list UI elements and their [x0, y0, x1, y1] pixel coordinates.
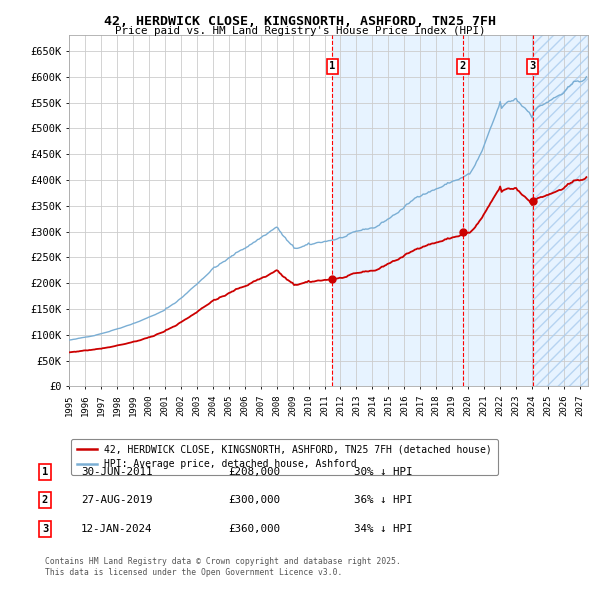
- Text: £360,000: £360,000: [228, 524, 280, 533]
- Text: 34% ↓ HPI: 34% ↓ HPI: [354, 524, 413, 533]
- Text: 42, HERDWICK CLOSE, KINGSNORTH, ASHFORD, TN25 7FH: 42, HERDWICK CLOSE, KINGSNORTH, ASHFORD,…: [104, 15, 496, 28]
- Text: 1: 1: [42, 467, 48, 477]
- Text: 1: 1: [329, 61, 335, 71]
- Text: 3: 3: [42, 524, 48, 533]
- Text: 27-AUG-2019: 27-AUG-2019: [81, 496, 152, 505]
- Text: Contains HM Land Registry data © Crown copyright and database right 2025.: Contains HM Land Registry data © Crown c…: [45, 558, 401, 566]
- Bar: [533, 35, 588, 386]
- Text: £300,000: £300,000: [228, 496, 280, 505]
- Text: 3: 3: [530, 61, 536, 71]
- Text: 2: 2: [42, 496, 48, 505]
- Text: 30-JUN-2011: 30-JUN-2011: [81, 467, 152, 477]
- Text: 12-JAN-2024: 12-JAN-2024: [81, 524, 152, 533]
- Text: 2: 2: [460, 61, 466, 71]
- Bar: [332, 35, 588, 386]
- Text: 30% ↓ HPI: 30% ↓ HPI: [354, 467, 413, 477]
- Text: This data is licensed under the Open Government Licence v3.0.: This data is licensed under the Open Gov…: [45, 568, 343, 577]
- Legend: 42, HERDWICK CLOSE, KINGSNORTH, ASHFORD, TN25 7FH (detached house), HPI: Average: 42, HERDWICK CLOSE, KINGSNORTH, ASHFORD,…: [71, 439, 498, 475]
- Text: Price paid vs. HM Land Registry's House Price Index (HPI): Price paid vs. HM Land Registry's House …: [115, 26, 485, 36]
- Text: £208,000: £208,000: [228, 467, 280, 477]
- Text: 36% ↓ HPI: 36% ↓ HPI: [354, 496, 413, 505]
